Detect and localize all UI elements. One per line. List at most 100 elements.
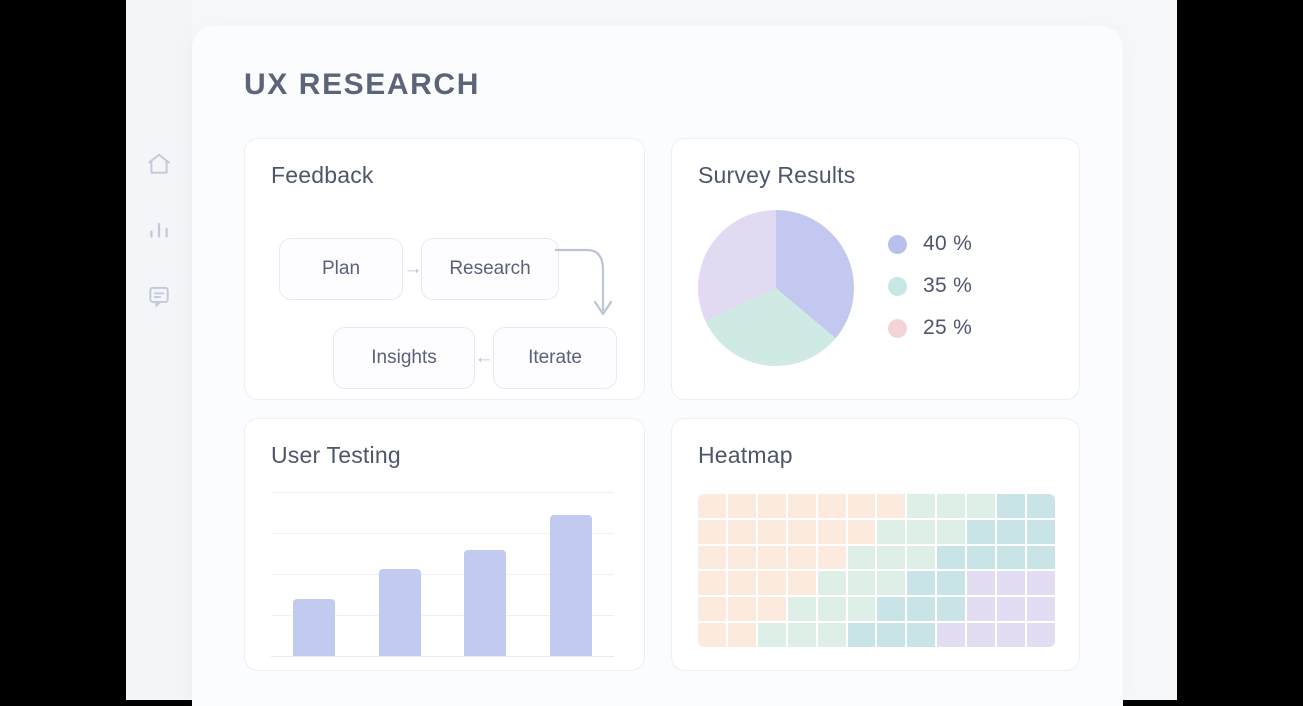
- content-background: UX RESEARCH Feedback Plan → Research Ite…: [192, 0, 1177, 706]
- heatmap-cell: [907, 571, 936, 596]
- survey-chart-area: 40 % 35 % 25 %: [698, 210, 1053, 367]
- heatmap-cell: [727, 494, 756, 519]
- heatmap-cell: [847, 597, 876, 621]
- heatmap-grid: [698, 494, 1055, 647]
- heatmap-cell: [847, 545, 876, 570]
- heatmap-cell: [757, 571, 786, 596]
- pie-chart: [698, 210, 854, 367]
- bar-chart: [271, 492, 614, 658]
- heatmap-cell: [817, 622, 846, 647]
- bar: [292, 598, 335, 657]
- card-grid: Feedback Plan → Research Iterate ← Insig…: [244, 138, 1123, 671]
- heatmap-cell: [817, 597, 846, 621]
- bar: [378, 569, 421, 657]
- heatmap-cell: [1027, 597, 1055, 621]
- heatmap-cell: [817, 494, 846, 519]
- heatmap-cell: [937, 622, 966, 647]
- flow-node-plan[interactable]: Plan: [279, 238, 403, 301]
- gridline: [271, 574, 614, 576]
- flow-node-iterate[interactable]: Iterate: [493, 327, 617, 390]
- card-title-user-testing: User Testing: [271, 442, 401, 468]
- heatmap-cell: [787, 571, 816, 596]
- arrow-left-icon: ←: [474, 347, 494, 369]
- heatmap-cell: [817, 571, 846, 596]
- heatmap-cell: [967, 494, 996, 519]
- heatmap-cell: [877, 571, 906, 596]
- heatmap-cell: [877, 494, 906, 519]
- sidebar-item-feedback[interactable]: [143, 280, 175, 312]
- arrow-right-icon: →: [403, 258, 423, 280]
- heatmap-cell: [1027, 622, 1055, 647]
- card-title-heatmap: Heatmap: [698, 442, 793, 468]
- axis-baseline: [271, 656, 614, 658]
- heatmap-cell: [997, 494, 1026, 519]
- heatmap-cell: [877, 520, 906, 544]
- heatmap-cell: [937, 571, 966, 596]
- sidebar-item-analytics[interactable]: [143, 214, 175, 246]
- heatmap-cell: [757, 520, 786, 544]
- heatmap-cell: [847, 494, 876, 519]
- bar-chart-icon: [146, 217, 172, 243]
- legend-label: 40 %: [923, 232, 973, 256]
- heatmap-cell: [877, 545, 906, 570]
- heatmap-cell: [787, 545, 816, 570]
- card-title-survey-results: Survey Results: [698, 162, 856, 188]
- bar: [464, 549, 507, 657]
- heatmap-cell: [817, 545, 846, 570]
- heatmap-cell: [877, 597, 906, 621]
- heatmap-cell: [817, 520, 846, 544]
- sidebar-item-home[interactable]: [143, 148, 175, 180]
- heatmap-cell: [907, 622, 936, 647]
- heatmap-cell: [967, 520, 996, 544]
- bar: [550, 515, 593, 657]
- heatmap-cell: [787, 520, 816, 544]
- heatmap-cell: [727, 622, 756, 647]
- feedback-flow-diagram: Plan → Research Iterate ← Insights: [271, 212, 618, 390]
- heatmap-cell: [698, 597, 726, 621]
- card-heatmap: Heatmap: [671, 418, 1080, 671]
- legend-label: 35 %: [923, 274, 973, 298]
- card-title-feedback: Feedback: [271, 162, 374, 188]
- legend-label: 25 %: [923, 316, 973, 340]
- heatmap-cell: [727, 520, 756, 544]
- heatmap-cell: [698, 571, 726, 596]
- heatmap-cell: [907, 597, 936, 621]
- flow-node-insights[interactable]: Insights: [333, 327, 475, 390]
- heatmap-cell: [997, 520, 1026, 544]
- heatmap-cell: [967, 545, 996, 570]
- legend-color-swatch: [888, 276, 907, 296]
- heatmap-cell: [1027, 494, 1055, 519]
- heatmap-cell: [847, 520, 876, 544]
- heatmap-cell: [757, 597, 786, 621]
- heatmap-cell: [698, 622, 726, 647]
- heatmap-cell: [1027, 520, 1055, 544]
- heatmap-cell: [757, 545, 786, 570]
- home-icon: [146, 151, 172, 177]
- heatmap-cell: [997, 597, 1026, 621]
- legend-row: 25 %: [888, 316, 972, 340]
- curved-arrow-down-icon: [555, 249, 613, 316]
- heatmap-cell: [967, 622, 996, 647]
- flow-node-research[interactable]: Research: [421, 238, 559, 301]
- gridline: [271, 615, 614, 617]
- legend-color-swatch: [888, 234, 907, 254]
- heatmap-cell: [787, 494, 816, 519]
- gridline: [271, 492, 614, 494]
- heatmap-cell: [1027, 545, 1055, 570]
- heatmap-cell: [698, 545, 726, 570]
- card-survey-results: Survey Results 40 % 35 % 25 %: [671, 138, 1080, 400]
- heatmap-cell: [847, 622, 876, 647]
- legend-color-swatch: [888, 318, 907, 338]
- card-feedback: Feedback Plan → Research Iterate ← Insig…: [244, 138, 645, 400]
- dashboard-panel: UX RESEARCH Feedback Plan → Research Ite…: [192, 26, 1123, 706]
- heatmap-cell: [1027, 571, 1055, 596]
- heatmap-cell: [937, 494, 966, 519]
- heatmap-cell: [907, 520, 936, 544]
- heatmap-cell: [727, 571, 756, 596]
- heatmap-cell: [698, 494, 726, 519]
- legend-row: 35 %: [888, 274, 972, 298]
- heatmap-cell: [787, 622, 816, 647]
- heatmap-cell: [907, 494, 936, 519]
- heatmap-cell: [727, 545, 756, 570]
- heatmap-cell: [877, 622, 906, 647]
